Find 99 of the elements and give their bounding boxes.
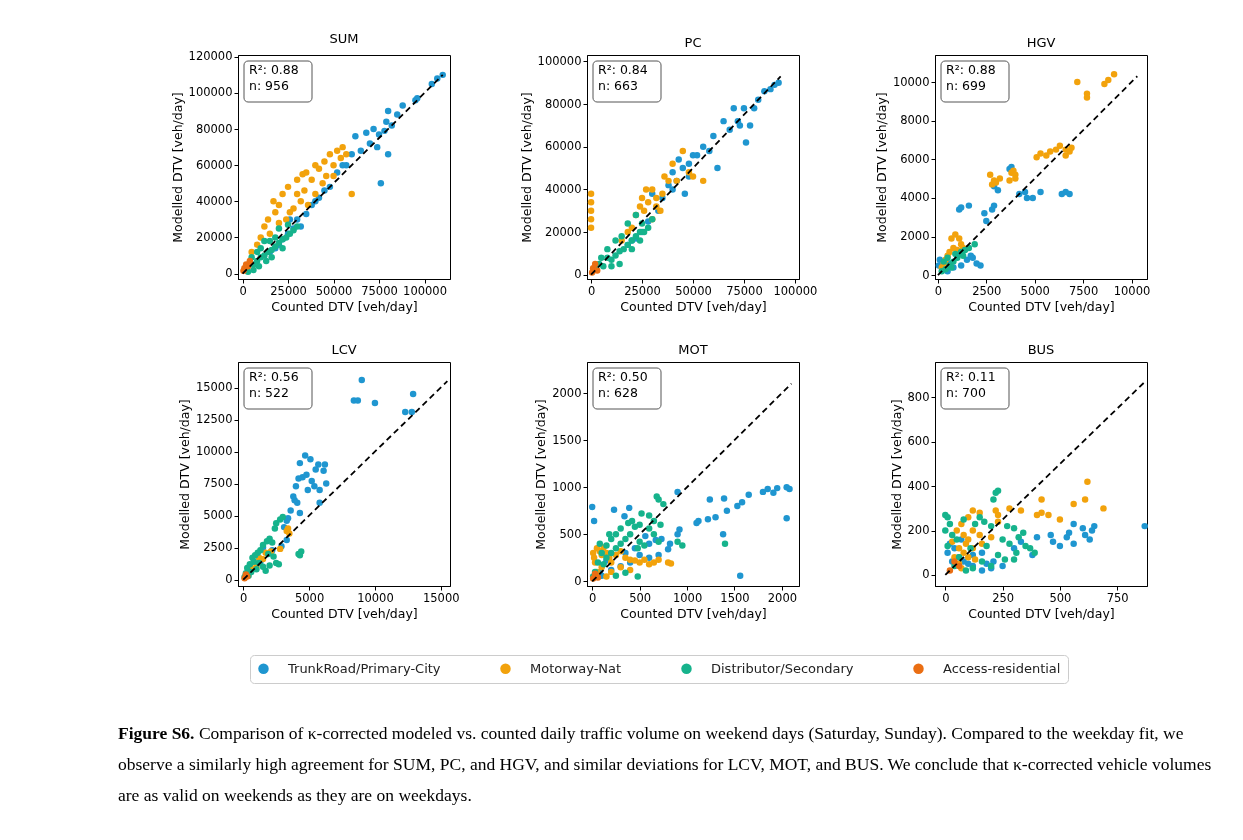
x-tick-label: 100000 [403,283,447,298]
x-tick-label: 0 [240,590,248,605]
y-tick-label: 0 [225,266,233,281]
annotation: n: 699 [946,78,987,93]
y-tick-label: 100000 [188,85,233,100]
y-tick-label: 0 [922,267,930,282]
y-tick-label: 7500 [203,476,233,491]
chart-title: PC [684,35,701,50]
y-tick-label: 800 [907,389,930,404]
y-tick-label: 40000 [544,181,581,196]
y-tick-label: 400 [907,478,930,493]
x-tick-label: 15000 [422,590,460,605]
x-tick-label: 750 [1106,590,1129,605]
y-axis-title: Modelled DTV [veh/day] [873,92,889,243]
x-tick-label: 1500 [719,590,750,605]
y-tick-label: 2000 [900,229,930,244]
x-tick-label: 25000 [270,283,307,298]
annotation: n: 663 [597,78,638,93]
y-tick-label: 2500 [203,540,233,555]
y-tick-label: 100000 [537,53,581,68]
y-tick-label: 8000 [900,113,930,128]
legend-label: Access-residential [943,660,1061,676]
y-axis-title: Modelled DTV [veh/day] [169,92,185,243]
y-tick-label: 0 [573,573,581,588]
x-tick-label: 0 [942,590,950,605]
y-tick-label: 2000 [551,385,581,400]
x-axis-title: Counted DTV [veh/day] [619,299,767,314]
x-axis-title: Counted DTV [veh/day] [271,606,418,621]
chart-title: MOT [677,342,708,357]
x-tick-label: 0 [587,283,595,298]
annotation: n: 522 [249,385,289,400]
x-tick-label: 25000 [623,283,661,298]
x-axis-title: Counted DTV [veh/day] [968,299,1115,314]
chart-title: BUS [1027,342,1055,357]
legend-label: Motorway-Nat [530,660,622,676]
y-tick-label: 0 [573,267,581,282]
annotation: R²: 0.88 [946,62,996,77]
y-tick-label: 12500 [195,412,233,427]
y-tick-label: 1000 [551,479,581,494]
y-tick-label: 0 [922,567,930,582]
y-tick-label: 6000 [900,151,930,166]
y-tick-label: 500 [559,526,581,541]
chart-title: HGV [1026,35,1056,50]
y-tick-label: 20000 [195,229,233,244]
annotation: n: 700 [946,385,987,400]
y-tick-label: 200 [907,523,930,538]
annotation: R²: 0.84 [597,62,648,77]
y-axis-title: Modelled DTV [veh/day] [532,399,548,550]
x-tick-label: 2000 [767,590,797,605]
x-tick-label: 10000 [357,590,394,605]
y-tick-label: 10000 [892,74,930,89]
annotation: R²: 0.56 [249,369,299,384]
x-tick-label: 50000 [315,283,353,298]
x-tick-label: 500 [1049,590,1072,605]
caption: Figure S6. Comparison of κ-corrected modeled vs. counted daily traffic volume on weekend days (Saturday, Sunday). Compared to the weekday fit, we observe a similarly high agreement for SUM, PC, and HGV, and similar deviations for LCV, MOT, and BUS. We conclude that κ-corrected vehicle volumes are as valid on weekends as they are on weekdays. [118,722,1213,807]
y-tick-label: 600 [907,434,930,449]
y-tick-label: 15000 [195,380,233,395]
y-tick-label: 60000 [544,139,581,154]
x-tick-label: 50000 [674,283,712,298]
y-axis-title: Modelled DTV [veh/day] [518,92,534,243]
y-tick-label: 80000 [544,96,581,111]
x-tick-label: 1000 [672,590,702,605]
y-axis-title: Modelled DTV [veh/day] [888,399,904,550]
y-tick-label: 60000 [195,157,233,172]
x-tick-label: 0 [934,283,943,298]
x-tick-label: 5000 [294,590,325,605]
y-tick-label: 20000 [544,224,581,239]
y-tick-label: 1500 [551,432,581,447]
y-axis-title: Modelled DTV [veh/day] [176,399,192,550]
chart-title: SUM [329,30,359,46]
annotation: R²: 0.88 [249,62,299,77]
x-tick-label: 75000 [725,283,763,298]
x-tick-label: 2500 [972,283,1002,298]
x-axis-title: Counted DTV [veh/day] [271,299,418,314]
y-tick-label: 40000 [195,193,233,208]
y-tick-label: 10000 [195,444,233,459]
y-tick-label: 0 [225,572,233,587]
x-tick-label: 0 [588,590,596,605]
x-axis-title: Counted DTV [veh/day] [619,606,767,621]
x-axis-title: Counted DTV [veh/day] [968,606,1115,621]
x-tick-label: 10000 [1113,283,1151,298]
chart-title: LCV [331,342,357,357]
annotation: n: 956 [249,78,290,93]
y-tick-label: 80000 [195,121,233,136]
annotation: R²: 0.50 [597,369,648,384]
x-tick-label: 500 [628,590,651,605]
y-tick-label: 120000 [188,49,233,64]
x-tick-label: 0 [239,283,247,298]
x-tick-label: 100000 [772,283,817,298]
legend-label: Distributor/Secondary [711,660,854,676]
annotation: n: 628 [597,385,638,400]
x-tick-label: 75000 [361,283,398,298]
legend-label: TrunkRoad/Primary-City [287,660,441,676]
x-tick-label: 250 [992,590,1015,605]
y-tick-label: 4000 [900,190,930,205]
x-tick-label: 7500 [1068,283,1099,298]
y-tick-label: 5000 [203,508,233,523]
annotation: R²: 0.11 [946,369,996,384]
x-tick-label: 5000 [1020,283,1050,298]
